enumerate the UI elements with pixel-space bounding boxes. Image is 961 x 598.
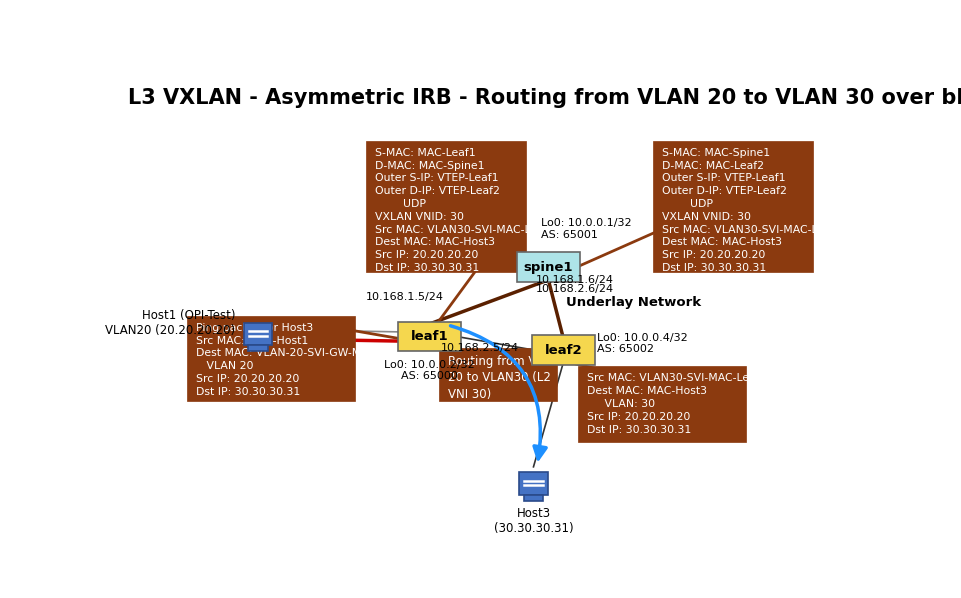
FancyBboxPatch shape [531,335,595,365]
Text: 10.168.1.6/24: 10.168.1.6/24 [535,275,614,285]
Text: Src MAC: VLAN30-SVI-MAC-Leaf1
Dest MAC: MAC-Host3
     VLAN: 30
Src IP: 20.20.20: Src MAC: VLAN30-SVI-MAC-Leaf1 Dest MAC: … [587,373,767,435]
Text: L3 VXLAN - Asymmetric IRB - Routing from VLAN 20 to VLAN 30 over blue VRF: L3 VXLAN - Asymmetric IRB - Routing from… [128,88,961,108]
Text: 10.168.2.5/24: 10.168.2.5/24 [440,343,519,353]
Text: Lo0: 10.0.0.4/32
AS: 65002: Lo0: 10.0.0.4/32 AS: 65002 [597,332,687,354]
Text: Underlay Network: Underlay Network [565,297,701,309]
FancyBboxPatch shape [653,141,813,272]
FancyBboxPatch shape [366,141,526,272]
FancyBboxPatch shape [187,316,355,401]
FancyBboxPatch shape [398,322,461,352]
Text: S-MAC: MAC-Leaf1
D-MAC: MAC-Spine1
Outer S-IP: VTEP-Leaf1
Outer D-IP: VTEP-Leaf2: S-MAC: MAC-Leaf1 D-MAC: MAC-Spine1 Outer… [375,148,554,273]
Text: 10.168.1.5/24: 10.168.1.5/24 [366,292,444,303]
FancyBboxPatch shape [517,252,580,282]
FancyBboxPatch shape [439,348,556,401]
FancyBboxPatch shape [524,495,543,501]
Text: spine1: spine1 [524,261,573,274]
Text: Routing from VLAN
20 to VLAN30 (L2
VNI 30): Routing from VLAN 20 to VLAN30 (L2 VNI 3… [448,355,559,401]
Text: Ping packet for Host3
Src MAC: MAC-Host1
Dest MAC: VLAN-20-SVI-GW-MAC-Leaf1
   V: Ping packet for Host3 Src MAC: MAC-Host1… [196,323,410,396]
Text: leaf2: leaf2 [545,344,582,357]
Text: Host1 (OPI-Test)
VLAN20 (20.20.20.20): Host1 (OPI-Test) VLAN20 (20.20.20.20) [106,309,235,337]
FancyBboxPatch shape [519,472,548,495]
Text: Host3
(30.30.30.31): Host3 (30.30.30.31) [494,507,574,535]
FancyBboxPatch shape [244,323,272,345]
FancyBboxPatch shape [248,345,268,352]
Text: leaf1: leaf1 [410,330,448,343]
Text: S-MAC: MAC-Spine1
D-MAC: MAC-Leaf2
Outer S-IP: VTEP-Leaf1
Outer D-IP: VTEP-Leaf2: S-MAC: MAC-Spine1 D-MAC: MAC-Leaf2 Outer… [661,148,841,273]
Text: 10.168.2.6/24: 10.168.2.6/24 [535,284,614,294]
Text: Lo0: 10.0.0.2/32
AS: 65000: Lo0: 10.0.0.2/32 AS: 65000 [383,359,475,381]
Text: Lo0: 10.0.0.1/32
AS: 65001: Lo0: 10.0.0.1/32 AS: 65001 [541,218,631,240]
FancyBboxPatch shape [579,367,746,443]
